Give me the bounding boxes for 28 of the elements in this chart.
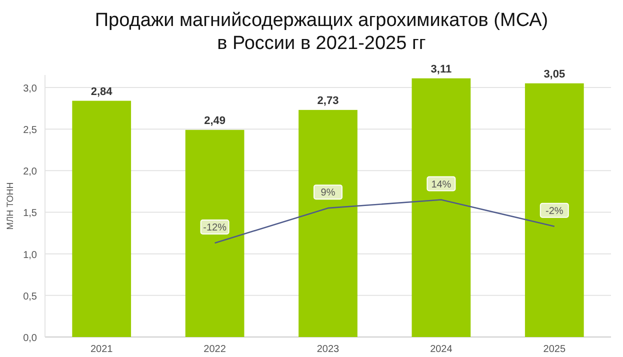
bar — [298, 110, 358, 337]
x-tick-label: 2025 — [543, 344, 566, 355]
data-label: -2% — [546, 206, 564, 217]
y-tick-label: 3,0 — [23, 83, 38, 94]
y-tick-label: 2,5 — [23, 125, 38, 136]
y-tick-label: 1,5 — [23, 208, 38, 220]
bar — [185, 130, 244, 337]
data-label: -12% — [203, 222, 227, 234]
y-tick-label: 0,5 — [23, 291, 38, 302]
y-tick-label: 0,0 — [23, 333, 38, 344]
y-tick-label: 2,0 — [23, 166, 38, 178]
bar — [412, 78, 471, 337]
data-label: 3,11 — [430, 63, 452, 76]
data-label: 2,84 — [90, 86, 114, 98]
x-tick-label: 2023 — [316, 344, 340, 355]
bar — [72, 100, 132, 337]
x-tick-label: 2021 — [90, 344, 114, 355]
x-tick-label: 2024 — [430, 344, 453, 355]
data-label: 3,05 — [544, 68, 566, 80]
y-axis-title: МЛН ТОНН — [5, 182, 15, 230]
data-label: 2,49 — [204, 114, 226, 127]
chart-title: Продажи магнийсодержащих агрохимикатов (МСА) в России в 2021-2025 гг — [94, 10, 548, 54]
data-label: 14% — [431, 179, 452, 190]
bar — [524, 83, 584, 337]
data-label: 2,73 — [317, 94, 339, 107]
data-label: 9% — [320, 188, 336, 199]
y-tick-label: 1,0 — [23, 250, 38, 261]
x-tick-label: 2022 — [204, 344, 226, 355]
